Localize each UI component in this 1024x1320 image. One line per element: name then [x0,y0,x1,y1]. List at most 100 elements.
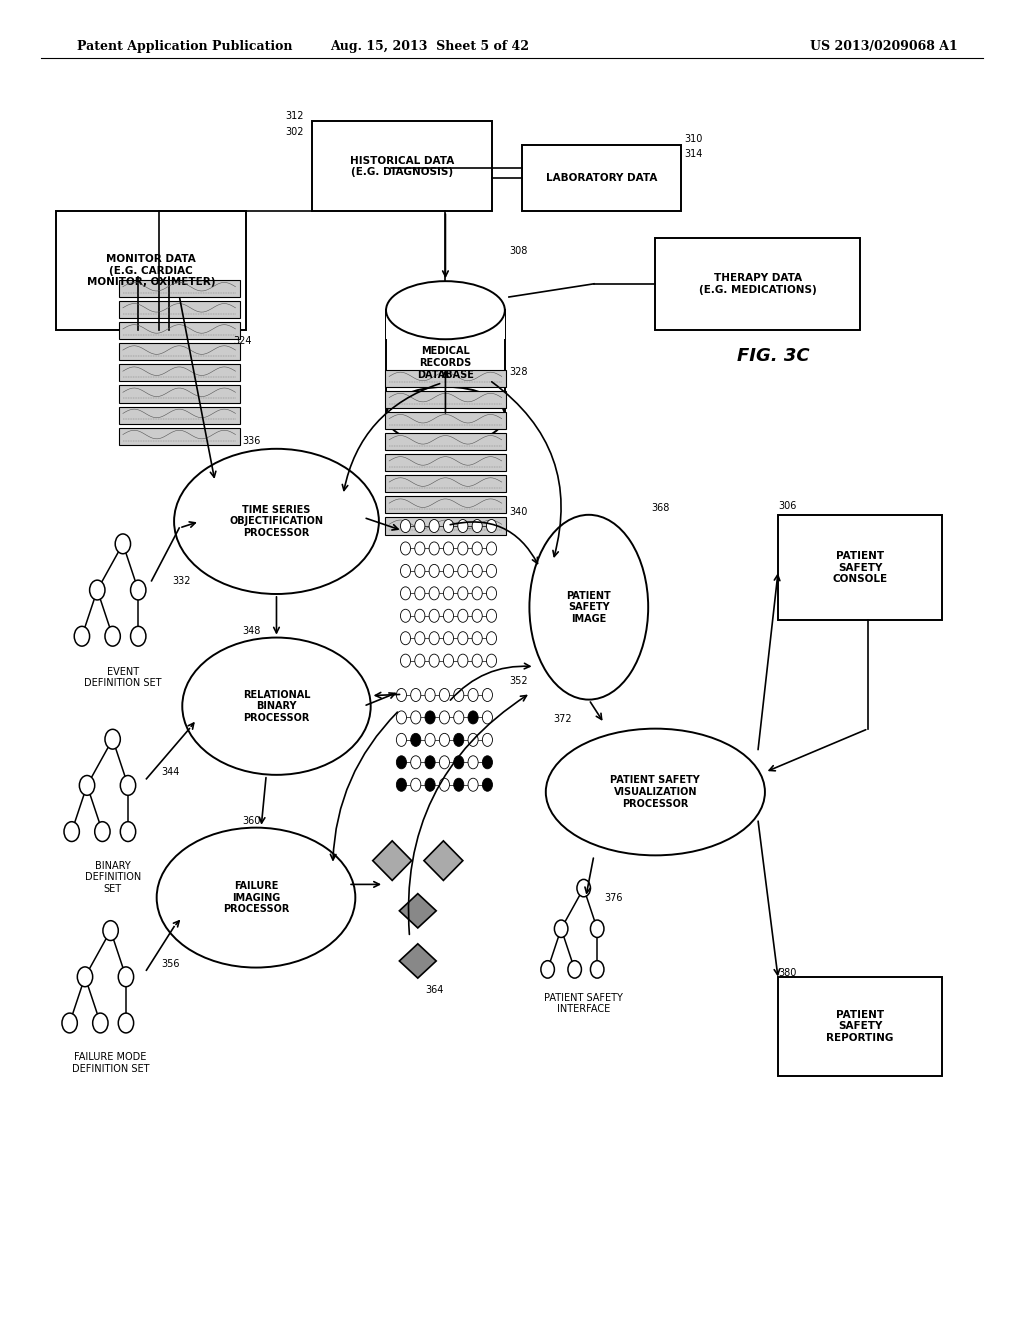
Circle shape [429,632,439,644]
Circle shape [468,734,478,746]
Text: 336: 336 [243,436,261,446]
Circle shape [472,543,482,554]
Circle shape [121,776,135,795]
Circle shape [415,520,425,532]
Circle shape [115,533,131,553]
Circle shape [454,756,464,768]
Circle shape [439,756,450,768]
Text: 302: 302 [286,127,304,137]
Circle shape [482,689,493,701]
FancyBboxPatch shape [312,121,492,211]
FancyBboxPatch shape [385,370,506,387]
FancyBboxPatch shape [119,407,240,424]
Circle shape [396,734,407,746]
Ellipse shape [529,515,648,700]
Circle shape [458,655,468,667]
FancyBboxPatch shape [119,364,240,381]
Ellipse shape [386,281,505,339]
FancyBboxPatch shape [385,454,506,471]
Circle shape [472,587,482,599]
Polygon shape [424,841,463,880]
Text: 380: 380 [778,968,797,978]
FancyBboxPatch shape [385,475,506,492]
Circle shape [400,655,411,667]
Circle shape [486,565,497,577]
Text: 360: 360 [243,816,261,826]
Circle shape [429,587,439,599]
Circle shape [415,543,425,554]
FancyBboxPatch shape [119,280,240,297]
Circle shape [482,756,493,768]
Text: MEDICAL
RECORDS
DATABASE: MEDICAL RECORDS DATABASE [417,346,474,380]
Circle shape [468,756,478,768]
FancyBboxPatch shape [119,385,240,403]
Circle shape [468,779,478,791]
Circle shape [121,821,135,842]
Circle shape [486,632,497,644]
Circle shape [429,543,439,554]
Text: 356: 356 [162,958,180,969]
Circle shape [486,587,497,599]
Circle shape [458,587,468,599]
Circle shape [74,627,90,645]
Text: PATIENT SAFETY
VISUALIZATION
PROCESSOR: PATIENT SAFETY VISUALIZATION PROCESSOR [610,775,700,809]
Circle shape [554,920,568,937]
Circle shape [400,587,411,599]
Circle shape [425,734,435,746]
Circle shape [454,711,464,723]
Circle shape [443,610,454,622]
Circle shape [415,587,425,599]
Circle shape [443,655,454,667]
Circle shape [472,655,482,667]
Circle shape [415,632,425,644]
Circle shape [443,565,454,577]
Circle shape [396,756,407,768]
Circle shape [400,632,411,644]
Polygon shape [386,310,505,416]
Circle shape [411,734,421,746]
Circle shape [396,779,407,791]
Circle shape [472,632,482,644]
Ellipse shape [182,638,371,775]
Circle shape [458,610,468,622]
Circle shape [425,756,435,768]
Circle shape [77,966,92,987]
FancyBboxPatch shape [522,145,681,211]
Circle shape [400,565,411,577]
Circle shape [79,776,94,795]
Text: RELATIONAL
BINARY
PROCESSOR: RELATIONAL BINARY PROCESSOR [243,689,310,723]
FancyBboxPatch shape [56,211,246,330]
Circle shape [472,610,482,622]
Text: MONITOR DATA
(E.G. CARDIAC
MONITOR, OXIMETER): MONITOR DATA (E.G. CARDIAC MONITOR, OXIM… [87,253,215,288]
Circle shape [425,779,435,791]
Circle shape [396,711,407,723]
Ellipse shape [546,729,765,855]
FancyBboxPatch shape [778,515,942,620]
FancyBboxPatch shape [778,977,942,1076]
Circle shape [400,543,411,554]
FancyBboxPatch shape [655,238,860,330]
Circle shape [429,520,439,532]
FancyBboxPatch shape [119,322,240,339]
Polygon shape [373,841,412,880]
Circle shape [429,565,439,577]
Circle shape [439,689,450,701]
Circle shape [443,520,454,532]
Circle shape [439,711,450,723]
Polygon shape [399,944,436,978]
Circle shape [411,689,421,701]
Text: 344: 344 [162,767,180,777]
Circle shape [443,632,454,644]
Circle shape [400,610,411,622]
Text: 376: 376 [604,892,623,903]
Circle shape [472,520,482,532]
Text: 348: 348 [243,626,261,636]
Text: US 2013/0209068 A1: US 2013/0209068 A1 [810,40,957,53]
Circle shape [118,966,133,987]
Circle shape [458,520,468,532]
Text: FIG. 3C: FIG. 3C [737,347,810,366]
Text: THERAPY DATA
(E.G. MEDICATIONS): THERAPY DATA (E.G. MEDICATIONS) [699,273,816,294]
Text: LABORATORY DATA: LABORATORY DATA [546,173,657,183]
Circle shape [468,711,478,723]
Text: FAILURE MODE
DEFINITION SET: FAILURE MODE DEFINITION SET [72,1052,150,1073]
